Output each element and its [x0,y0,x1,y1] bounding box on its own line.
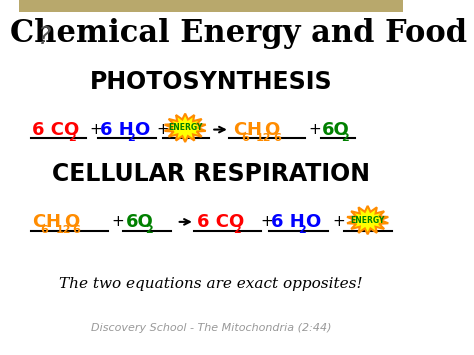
Text: H: H [46,213,61,231]
Text: 6 H: 6 H [100,121,134,138]
Text: ?: ? [37,25,51,49]
Text: C: C [32,213,45,231]
Text: +: + [332,214,345,229]
Text: 2: 2 [128,133,135,143]
Text: +: + [308,122,321,137]
Text: +: + [261,214,273,229]
FancyBboxPatch shape [19,0,403,12]
Text: O: O [64,213,79,231]
Text: CELLULAR RESPIRATION: CELLULAR RESPIRATION [52,162,370,186]
Text: 12: 12 [55,225,71,235]
Text: 6: 6 [72,225,80,235]
Text: 2: 2 [68,133,76,143]
Text: 6: 6 [273,133,281,143]
Text: O: O [305,213,320,231]
Text: O: O [134,121,149,138]
Polygon shape [164,114,206,142]
Text: ENERGY: ENERGY [168,123,202,132]
Text: 6O: 6O [322,121,350,138]
Text: 6 CO: 6 CO [32,121,79,138]
Text: PHOTOSYNTHESIS: PHOTOSYNTHESIS [90,70,333,94]
Text: +: + [90,122,102,137]
Text: +: + [111,214,124,229]
Text: 6: 6 [241,133,249,143]
Text: The two equations are exact opposites!: The two equations are exact opposites! [59,277,363,291]
Text: 2: 2 [145,225,153,235]
Text: Chemical Energy and Food: Chemical Energy and Food [9,18,467,49]
Text: +: + [157,122,170,137]
Text: C: C [233,121,246,138]
Text: 2: 2 [234,225,241,235]
Text: H: H [246,121,262,138]
Text: 2: 2 [299,225,306,235]
Text: 6: 6 [41,225,48,235]
Text: 12: 12 [256,133,271,143]
Text: 6O: 6O [126,213,154,231]
Polygon shape [347,206,388,234]
Text: ENERGY: ENERGY [350,215,385,225]
Text: 2: 2 [341,133,349,143]
Text: O: O [264,121,280,138]
Text: 6 CO: 6 CO [198,213,245,231]
Text: Discovery School - The Mitochondria (2:44): Discovery School - The Mitochondria (2:4… [91,323,331,333]
Text: 6 H: 6 H [271,213,305,231]
